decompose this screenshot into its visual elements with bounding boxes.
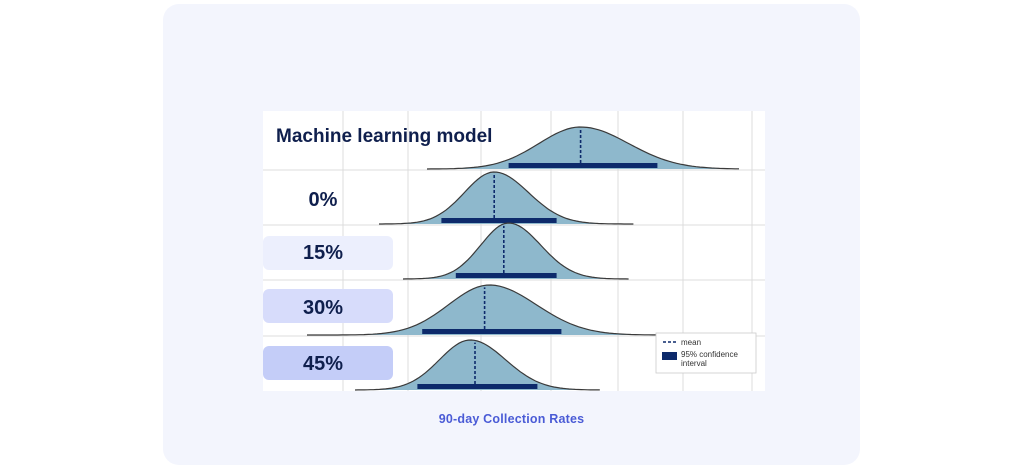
legend-ci-swatch — [662, 352, 677, 360]
ridge-series: 30% — [263, 284, 658, 336]
ridge-series: 45% — [263, 339, 600, 391]
ridge-series: Machine learning model — [276, 126, 739, 170]
row-label: 15% — [303, 242, 343, 264]
ridgeline-chart: Machine learning model 0% 15% 30% 45% mean 95%… — [263, 111, 765, 391]
ridge-outline — [426, 126, 739, 170]
legend-ci-label-line2: interval — [681, 359, 707, 368]
ridge-outline — [379, 171, 634, 225]
ci-bar — [455, 273, 557, 278]
ridge-fill — [427, 127, 739, 169]
chart-caption: 90-day Collection Rates — [438, 412, 585, 426]
row-label: 30% — [303, 297, 343, 319]
ridge-outline — [307, 284, 658, 336]
row-label: 0% — [309, 189, 338, 211]
row-label: 45% — [303, 353, 343, 375]
row-label: Machine learning model — [276, 126, 492, 147]
ridge-series: 0% — [309, 171, 634, 225]
ci-bar — [441, 218, 557, 223]
ridge-fill — [403, 223, 629, 279]
legend-ci-label-line1: 95% confidence — [681, 350, 738, 359]
row-label-bg — [263, 236, 393, 270]
legend-mean-label: mean — [681, 338, 701, 347]
ci-bar — [422, 329, 562, 334]
ridge-fill — [307, 285, 658, 335]
ridge-series: 15% — [263, 222, 629, 280]
row-label-bg — [263, 346, 393, 380]
row-label-bg — [263, 289, 393, 323]
ridge-fill — [379, 172, 634, 224]
ci-bar — [508, 163, 658, 168]
ridge-outline — [402, 222, 629, 280]
ci-bar — [417, 384, 538, 389]
ridgeline-svg: Machine learning model 0% 15% 30% 45% mean 95%… — [263, 111, 765, 391]
ridge-fill — [355, 340, 600, 390]
ridge-outline — [354, 339, 600, 391]
